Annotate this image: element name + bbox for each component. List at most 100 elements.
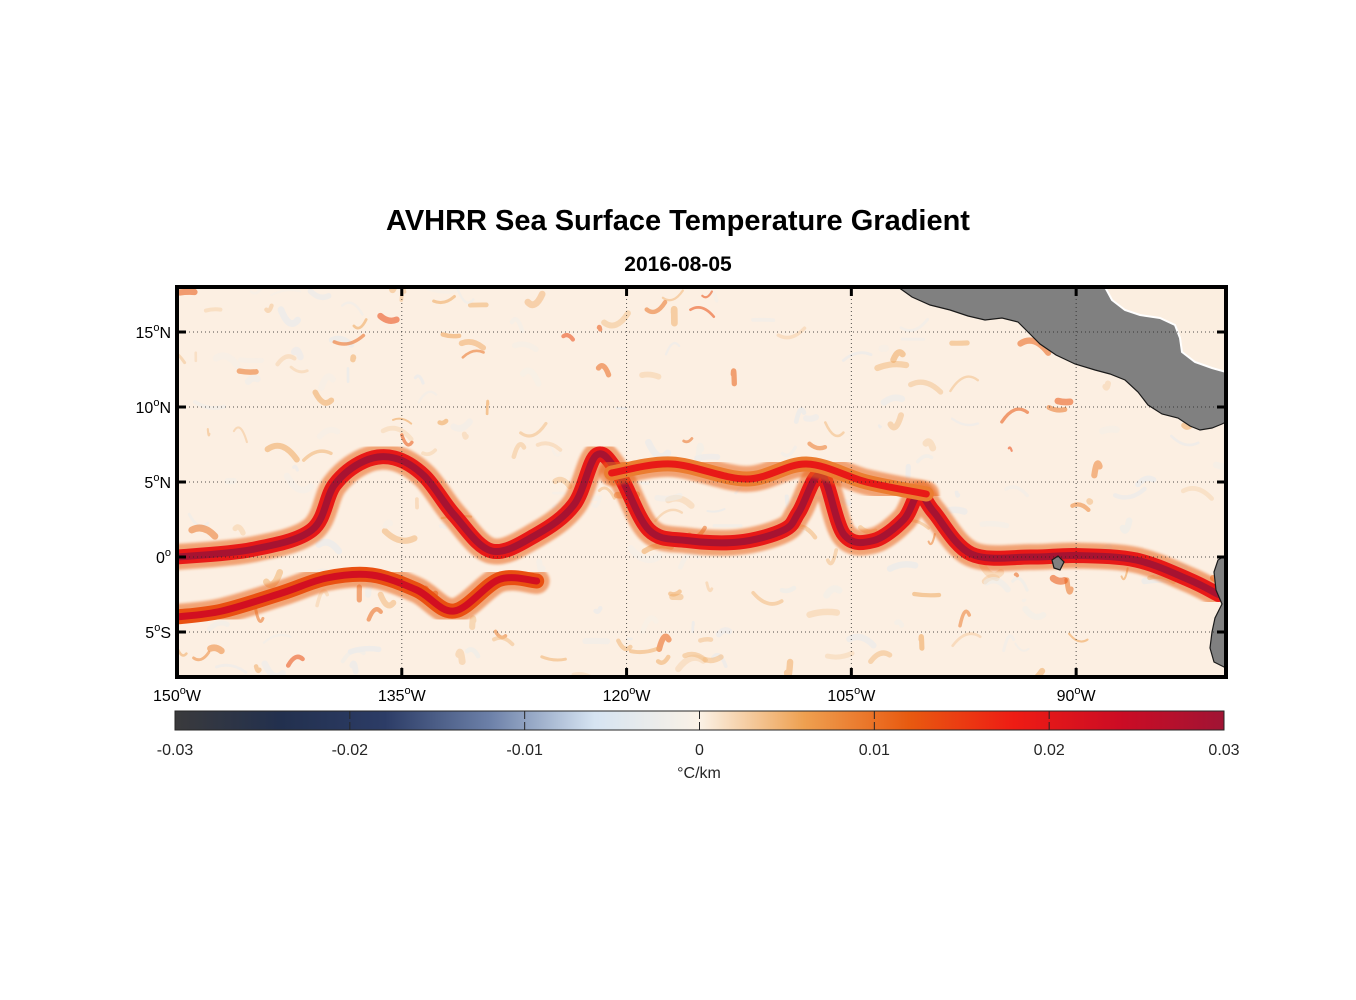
texture-streak bbox=[886, 561, 919, 572]
texture-streak bbox=[1068, 632, 1089, 643]
texture-streak bbox=[841, 351, 873, 362]
chart-title: AVHRR Sea Surface Temperature Gradient bbox=[386, 205, 970, 237]
texture-streak bbox=[177, 351, 187, 365]
texture-streak bbox=[377, 312, 400, 324]
texture-streak bbox=[485, 399, 490, 416]
lat-label: 15oN bbox=[136, 322, 171, 342]
lat-label-number: 15 bbox=[136, 325, 154, 342]
texture-streak bbox=[244, 374, 261, 385]
texture-streak bbox=[212, 352, 241, 369]
texture-streak bbox=[519, 421, 548, 438]
texture-streak bbox=[1119, 517, 1133, 534]
texture-streak bbox=[691, 620, 695, 634]
map-ticks bbox=[175, 287, 1226, 677]
texture-streak bbox=[715, 627, 733, 638]
texture-streak bbox=[461, 349, 485, 359]
map-plot-area bbox=[177, 287, 1226, 677]
lon-label-number: 150 bbox=[153, 688, 180, 705]
texture-streak bbox=[237, 357, 265, 364]
texture-streak bbox=[887, 412, 904, 431]
colorbar-tick-label: -0.02 bbox=[332, 742, 369, 759]
land-gap-ocean bbox=[1103, 287, 1226, 374]
texture-streak bbox=[1002, 634, 1016, 652]
texture-streak bbox=[425, 287, 458, 294]
texture-streak bbox=[668, 589, 682, 597]
lon-label-hemisphere: W bbox=[411, 688, 427, 705]
colorbar-tick-label: 0 bbox=[695, 742, 704, 759]
texture-streak bbox=[776, 326, 807, 340]
texture-streak bbox=[958, 609, 972, 628]
texture-streak bbox=[1180, 486, 1214, 501]
texture-streak bbox=[783, 658, 794, 677]
texture-streak bbox=[1004, 485, 1029, 498]
texture-streak bbox=[382, 519, 394, 529]
texture-streak bbox=[381, 528, 418, 544]
texture-streak bbox=[437, 418, 449, 426]
texture-streak bbox=[432, 294, 456, 305]
texture-streak bbox=[915, 454, 934, 464]
texture-streak bbox=[751, 590, 784, 606]
texture-streak bbox=[616, 638, 633, 652]
texture-streak bbox=[511, 442, 527, 459]
texture-streak bbox=[289, 365, 309, 374]
texture-streak bbox=[702, 654, 724, 664]
lon-label-hemisphere: W bbox=[186, 688, 202, 705]
lat-label: 0o bbox=[156, 547, 171, 567]
lat-label: 5oN bbox=[144, 472, 171, 492]
texture-streak bbox=[177, 288, 198, 296]
lon-label: 90oW bbox=[1057, 685, 1097, 705]
lon-label: 120oW bbox=[603, 685, 652, 705]
land-masses bbox=[896, 287, 1226, 669]
texture-streak bbox=[1054, 397, 1074, 406]
texture-streak bbox=[552, 476, 573, 490]
texture-streak bbox=[807, 441, 828, 451]
texture-streak bbox=[524, 290, 546, 309]
texture-streak bbox=[203, 307, 223, 313]
texture-streak bbox=[1064, 577, 1074, 595]
texture-streak bbox=[340, 648, 366, 664]
texture-streak bbox=[654, 508, 684, 523]
texture-streak bbox=[983, 577, 1011, 593]
texture-streak bbox=[905, 463, 912, 480]
texture-streak bbox=[1013, 572, 1020, 578]
texture-streak bbox=[341, 301, 364, 316]
texture-streak bbox=[730, 368, 737, 387]
texture-streak bbox=[644, 300, 668, 315]
texture-streak bbox=[292, 464, 299, 472]
texture-streak bbox=[1113, 486, 1147, 500]
texture-streak bbox=[846, 633, 877, 649]
texture-streak bbox=[380, 425, 414, 442]
chart-subtitle: 2016-08-05 bbox=[624, 253, 732, 276]
lon-label-hemisphere: W bbox=[635, 688, 651, 705]
texture-streak bbox=[377, 591, 397, 609]
texture-streak bbox=[1086, 498, 1094, 505]
texture-streak bbox=[922, 438, 937, 452]
texture-streak bbox=[461, 431, 469, 440]
texture-streak bbox=[949, 375, 979, 393]
texture-streak bbox=[1014, 642, 1030, 652]
texture-streak bbox=[595, 363, 612, 378]
texture-streak bbox=[275, 354, 297, 367]
texture-streak bbox=[492, 635, 515, 647]
texture-streak bbox=[1021, 598, 1027, 603]
texture-streak bbox=[392, 417, 413, 425]
texture-streak bbox=[661, 289, 684, 302]
texture-streak bbox=[779, 585, 797, 594]
texture-streak bbox=[1099, 425, 1120, 435]
texture-streak bbox=[549, 443, 562, 457]
texture-streak bbox=[1017, 337, 1052, 356]
texture-streak bbox=[868, 650, 893, 664]
texture-streak bbox=[590, 495, 603, 509]
texture-streak bbox=[236, 368, 259, 375]
texture-streak bbox=[1102, 380, 1111, 391]
texture-streak bbox=[874, 361, 910, 372]
texture-streak bbox=[1170, 434, 1200, 447]
texture-streak bbox=[302, 449, 333, 462]
lon-label-hemisphere: W bbox=[860, 688, 876, 705]
texture-streak bbox=[950, 417, 980, 427]
texture-streak bbox=[1022, 605, 1047, 621]
colorbar-unit-label: °C/km bbox=[677, 765, 721, 782]
lon-label-number: 105 bbox=[827, 688, 854, 705]
texture-streak bbox=[823, 585, 843, 599]
